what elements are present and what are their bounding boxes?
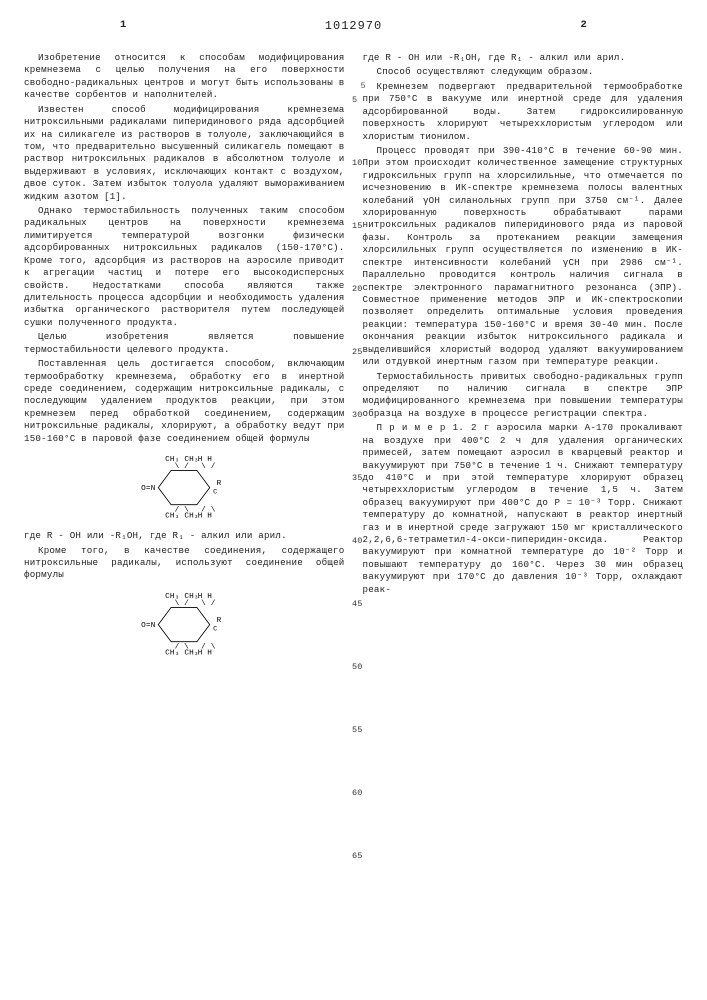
paragraph: Поставленная цель достигается способом, …: [24, 358, 345, 445]
svg-text:O=N: O=N: [141, 485, 156, 493]
svg-text:\ /: \ /: [201, 463, 216, 471]
svg-text:\ /: \ /: [201, 600, 216, 608]
svg-text:C: C: [213, 625, 217, 633]
page-number-left: 1: [120, 18, 127, 32]
line-number-5: 5: [347, 81, 366, 92]
line-marker: 20: [352, 285, 363, 294]
paragraph-example: П р и м е р 1. 2 г аэросила марки А-170 …: [363, 422, 684, 596]
page-header: 1 1012970 2: [24, 18, 683, 46]
line-marker: 60: [352, 789, 363, 798]
paragraph: Кроме того, в качестве соединения, содер…: [24, 545, 345, 582]
where-clause: где R - OH или -R₁OH, где R₁ - алкил или…: [24, 530, 345, 542]
svg-text:/ \: / \: [201, 507, 216, 515]
paragraph: Термостабильность привитых свободно-ради…: [363, 371, 684, 421]
paragraph: Однако термостабильность полученных таки…: [24, 205, 345, 329]
paragraph: 5Кремнезем подвергают предварительной те…: [363, 81, 684, 143]
line-marker: 10: [352, 159, 363, 168]
chemical-formula-2: CH₃ CH₃H H CH₃ CH₃H H O=N R C \ /\ / / \…: [124, 586, 244, 663]
line-marker: 55: [352, 726, 363, 735]
svg-text:\ /: \ /: [175, 463, 190, 471]
column-left: Изобретение относится к способам модифиц…: [24, 52, 345, 667]
where-clause: где R - OH или -R₁OH, где R₁ - алкил или…: [363, 52, 684, 64]
paragraph: Изобретение относится к способам модифиц…: [24, 52, 345, 102]
svg-text:/ \: / \: [175, 643, 190, 651]
svg-text:\ /: \ /: [175, 600, 190, 608]
svg-text:C: C: [213, 489, 217, 497]
column-right: где R - OH или -R₁OH, где R₁ - алкил или…: [363, 52, 684, 667]
line-marker: 25: [352, 348, 363, 357]
svg-text:R: R: [217, 480, 222, 488]
line-marker: 50: [352, 663, 363, 672]
line-marker: 65: [352, 852, 363, 861]
paragraph: Целью изобретения является повышение тер…: [24, 331, 345, 356]
paragraph: Способ осуществляют следующим образом.: [363, 66, 684, 78]
svg-text:R: R: [217, 617, 222, 625]
line-marker: 40: [352, 537, 363, 546]
paragraph: Известен способ модифицирования кремнезе…: [24, 104, 345, 203]
svg-text:O=N: O=N: [141, 622, 156, 630]
line-marker: 5: [352, 96, 357, 105]
paragraph: Процесс проводят при 390-410°С в течение…: [363, 145, 684, 369]
two-column-layout: Изобретение относится к способам модифиц…: [24, 52, 683, 667]
line-marker: 45: [352, 600, 363, 609]
line-marker: 30: [352, 411, 363, 420]
line-marker: 35: [352, 474, 363, 483]
svg-text:/ \: / \: [201, 643, 216, 651]
svg-text:/ \: / \: [175, 507, 190, 515]
line-marker: 15: [352, 222, 363, 231]
chemical-formula-1: CH₃ CH₃H H CH₃ CH₃H H O=N R C \ /\ / / \…: [124, 449, 244, 526]
document-number: 1012970: [325, 18, 382, 34]
page-number-right: 2: [580, 18, 587, 32]
